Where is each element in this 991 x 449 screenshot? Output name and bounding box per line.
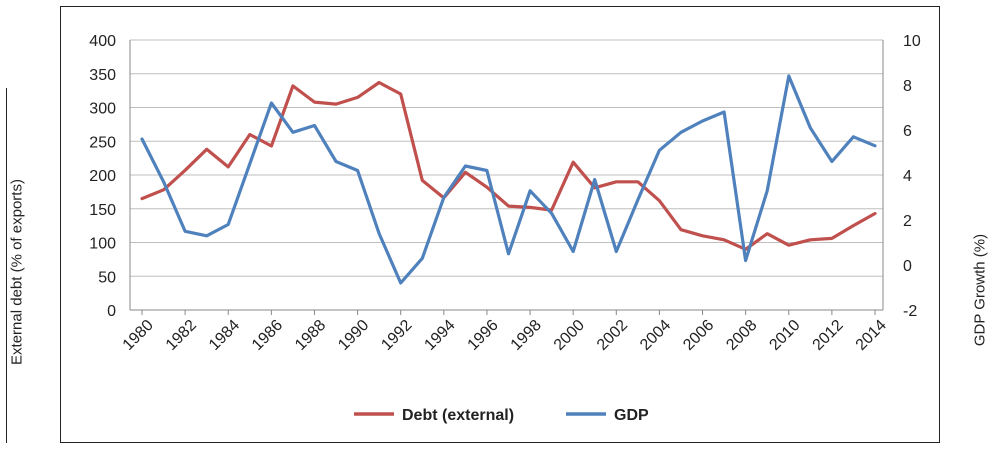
y2-tick-label: 10 — [903, 33, 921, 50]
x-tick-label: 1994 — [421, 317, 458, 354]
y-tick-label: 300 — [89, 101, 116, 118]
x-tick-label: 1980 — [120, 317, 157, 354]
chart-frame — [60, 6, 940, 443]
left-border-line — [6, 88, 7, 443]
right-y-ticks: -2 0 2 4 6 8 10 — [903, 33, 921, 320]
y2-tick-label: 0 — [903, 258, 912, 275]
y-tick-label: 200 — [89, 168, 116, 185]
y-tick-label: 0 — [107, 303, 116, 320]
legend: Debt (external) GDP — [354, 407, 649, 424]
y-tick-label: 150 — [89, 202, 116, 219]
y2-tick-label: 6 — [903, 123, 912, 140]
y2-tick-label: 8 — [903, 78, 912, 95]
x-tick-label: 2002 — [594, 317, 631, 354]
left-y-ticks: 0 50 100 150 200 250 300 350 400 — [89, 33, 116, 320]
x-tick-label: 2008 — [723, 317, 760, 354]
x-tick-label: 2014 — [853, 317, 890, 354]
x-tick-label: 1992 — [378, 317, 415, 354]
x-tick-label: 1996 — [465, 317, 502, 354]
y2-tick-label: 2 — [903, 213, 912, 230]
y2-tick-label: -2 — [903, 303, 917, 320]
x-tick-label: 1982 — [163, 317, 200, 354]
x-tick-label: 1990 — [335, 317, 372, 354]
axes — [129, 40, 884, 311]
series-lines — [140, 74, 877, 285]
x-tick-label: 2012 — [810, 317, 847, 354]
legend-label: GDP — [614, 407, 649, 424]
y-tick-label: 250 — [89, 134, 116, 151]
x-tick-label: 1986 — [249, 317, 286, 354]
x-tick-label: 2006 — [680, 317, 717, 354]
x-ticks: 1980 1982 1984 1986 1988 1990 1992 1994 1996 1998… — [120, 310, 890, 354]
y-tick-label: 350 — [89, 67, 116, 84]
y-tick-label: 50 — [98, 269, 116, 286]
secondary-y-axis-title: GDP Growth (%) — [971, 233, 989, 347]
legend-label: Debt (external) — [402, 407, 514, 424]
x-tick-label: 2000 — [551, 317, 588, 354]
series-line-debt — [140, 80, 877, 251]
x-tick-label: 2010 — [766, 317, 803, 354]
y2-tick-label: 4 — [903, 168, 912, 185]
x-tick-label: 2004 — [637, 317, 674, 354]
y-axis-title: External debt (% of exports) — [8, 179, 26, 365]
series-line-gdp — [140, 74, 877, 285]
x-tick-label: 1988 — [292, 317, 329, 354]
y-tick-label: 100 — [89, 236, 116, 253]
x-tick-label: 1984 — [206, 317, 243, 354]
x-tick-label: 1998 — [508, 317, 545, 354]
y-tick-label: 400 — [89, 33, 116, 50]
